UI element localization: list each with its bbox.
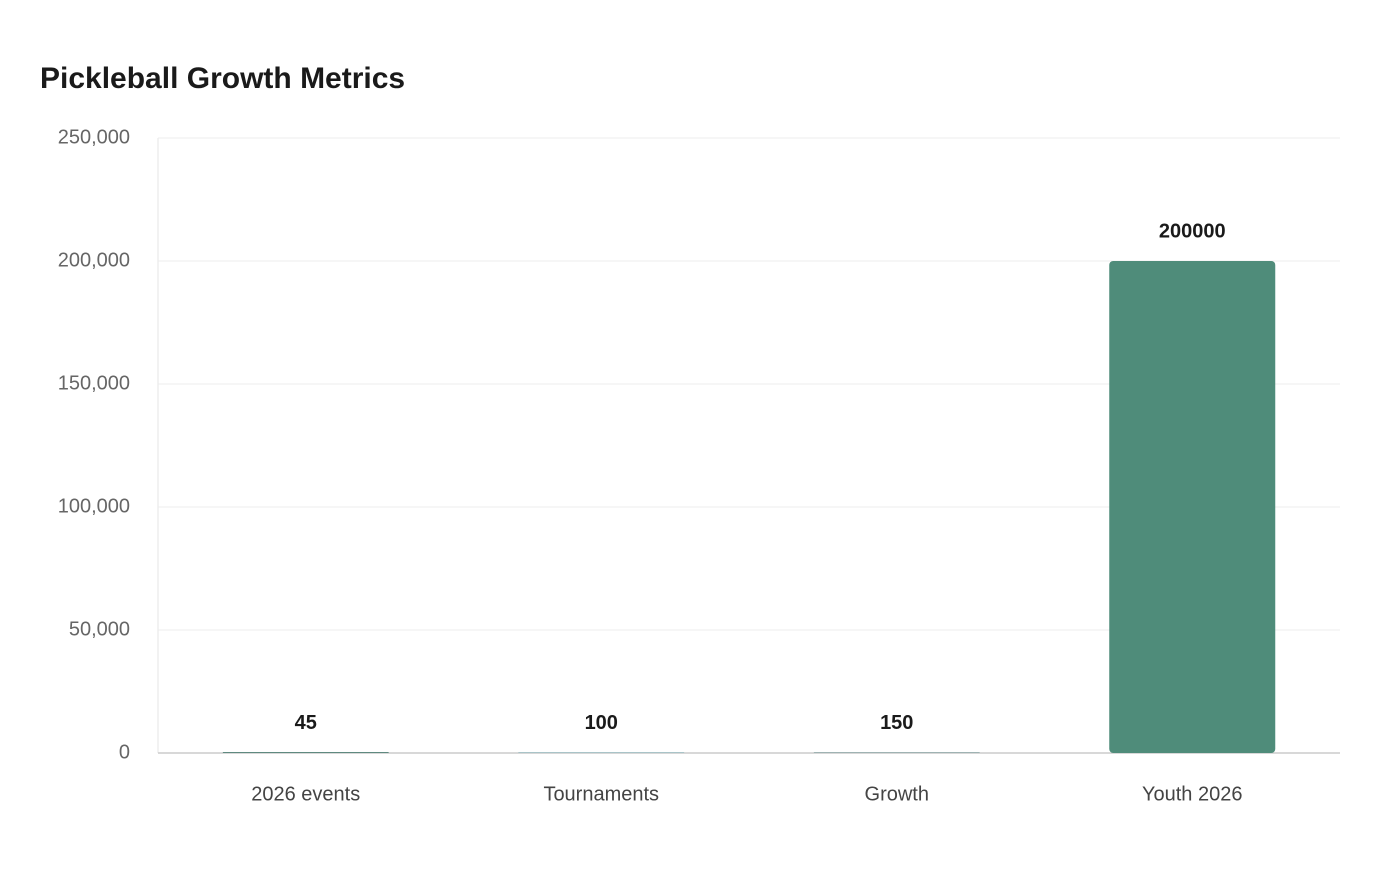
x-tick-label: Tournaments	[543, 783, 659, 805]
bar	[1109, 261, 1276, 753]
value-label: 200000	[1159, 220, 1226, 242]
bar	[518, 752, 685, 753]
chart-title: Pickleball Growth Metrics	[40, 62, 405, 95]
y-tick-label: 100,000	[58, 495, 130, 517]
y-tick-label: 150,000	[58, 372, 130, 394]
y-tick-label: 250,000	[58, 126, 130, 148]
x-tick-label: 2026 events	[251, 783, 360, 805]
value-label: 100	[585, 712, 618, 734]
x-tick-label: Growth	[865, 783, 929, 805]
value-label: 45	[295, 712, 317, 734]
x-tick-label: Youth 2026	[1142, 783, 1242, 805]
y-tick-label: 50,000	[69, 618, 130, 640]
value-label: 150	[880, 712, 913, 734]
bar	[222, 752, 389, 753]
y-tick-label: 200,000	[58, 249, 130, 271]
y-tick-label: 0	[119, 741, 130, 763]
bar	[813, 752, 980, 753]
